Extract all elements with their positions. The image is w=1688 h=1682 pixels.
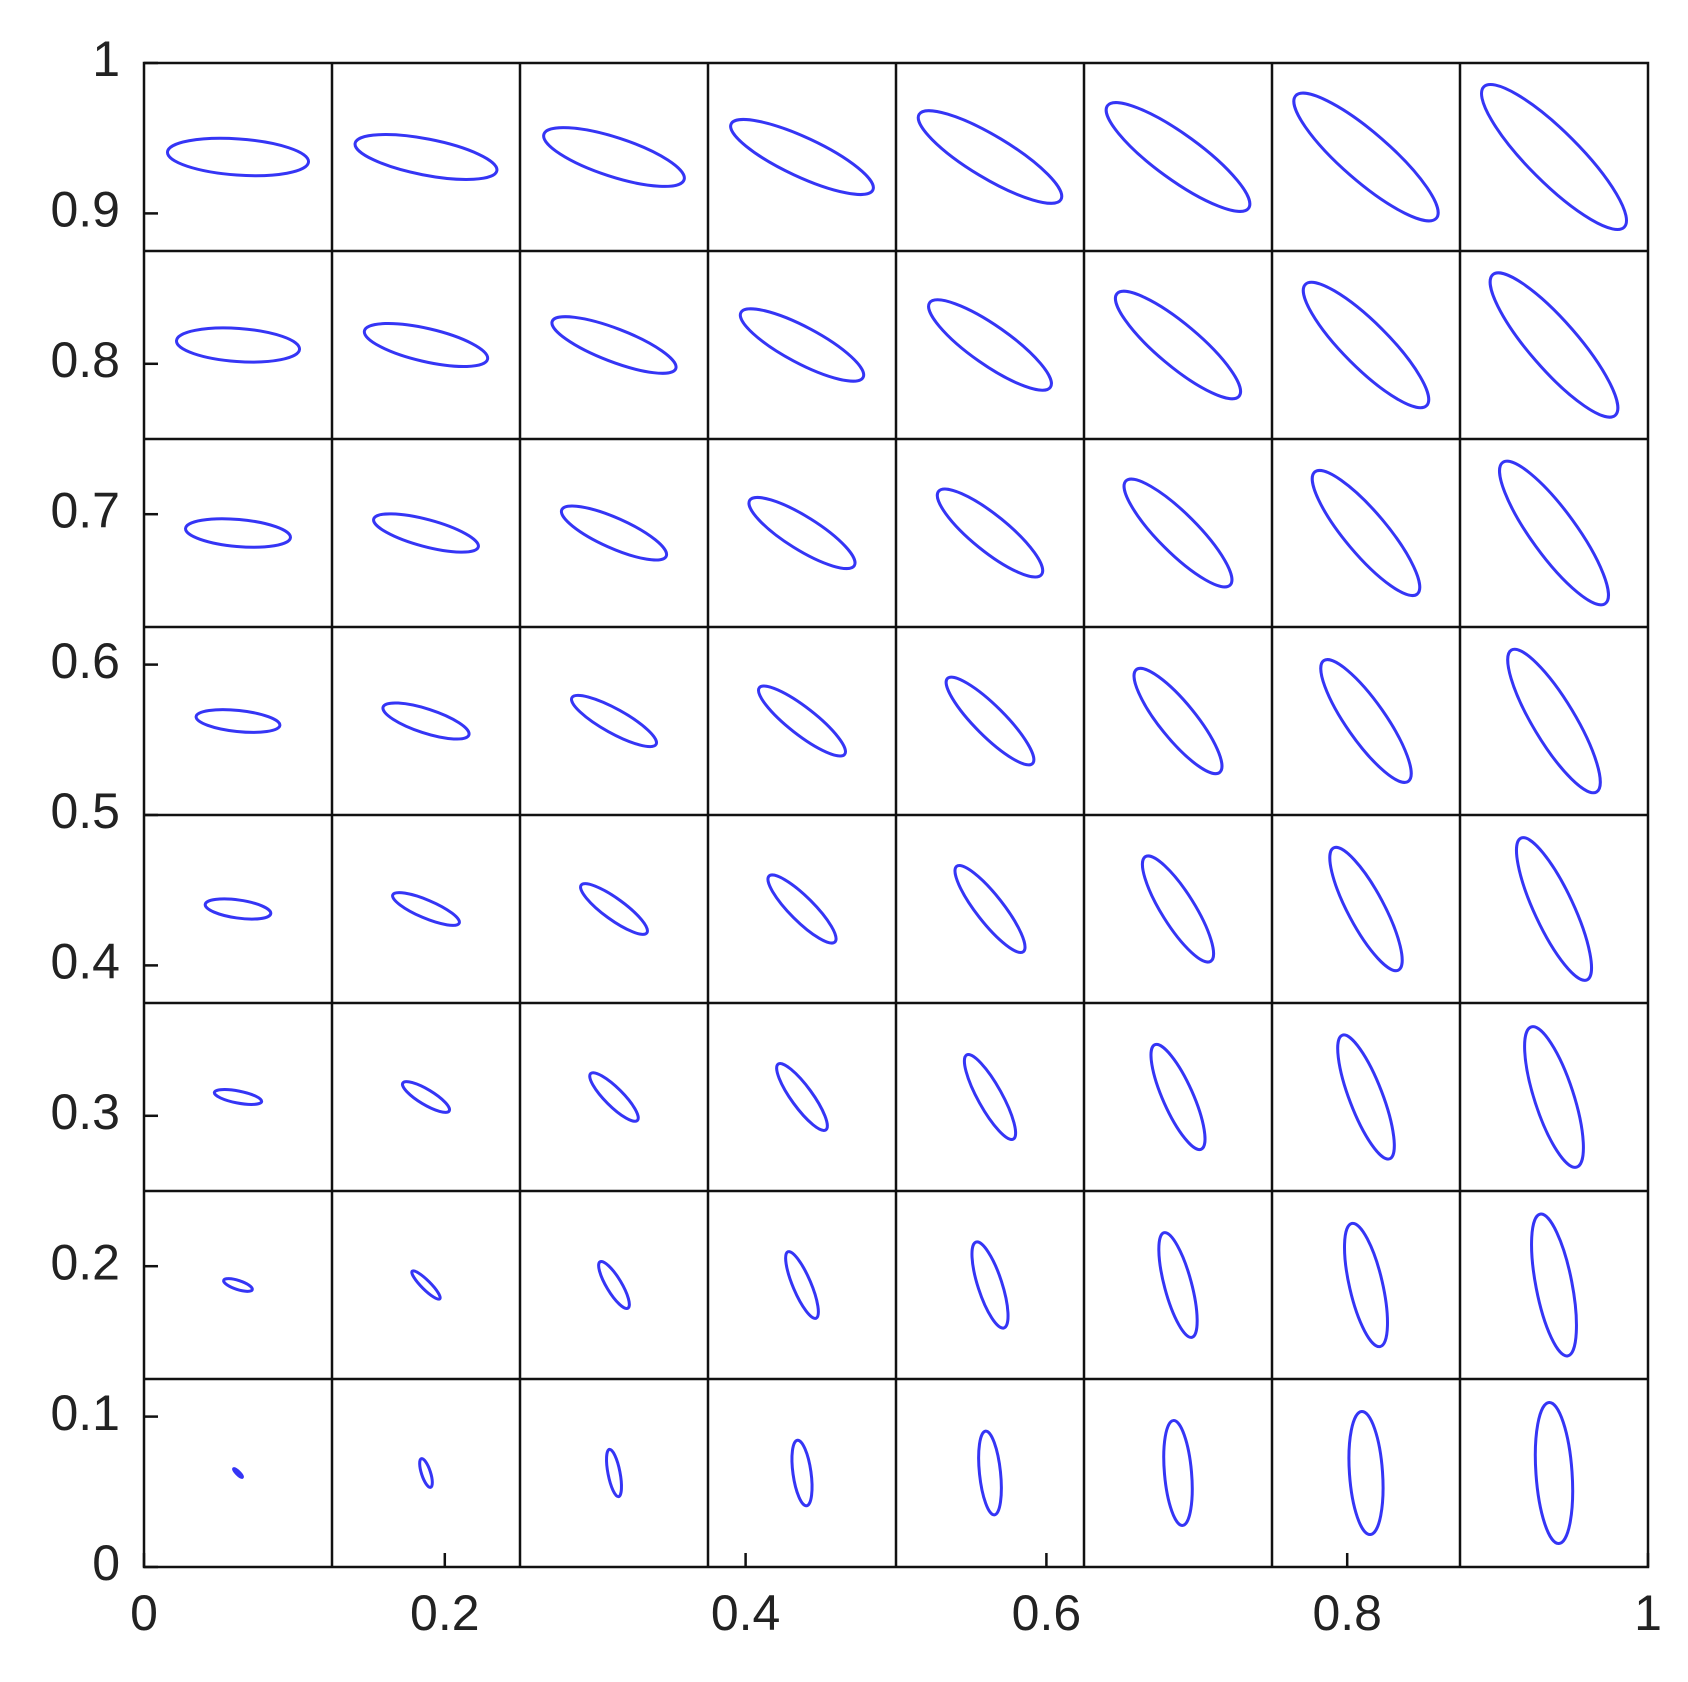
ellipse <box>1162 1419 1194 1527</box>
ellipse <box>970 1240 1010 1330</box>
ellipse <box>1506 647 1602 795</box>
ellipse <box>766 873 838 945</box>
ellipse <box>391 891 461 927</box>
ellipse <box>1113 289 1243 401</box>
ellipse <box>1132 666 1224 776</box>
ellipse <box>944 675 1036 767</box>
ellipse <box>953 864 1027 954</box>
ellipse <box>1122 477 1234 589</box>
y-tick-label: 0.1 <box>50 1385 120 1441</box>
ellipse <box>232 1467 244 1479</box>
ellipse <box>1498 459 1610 607</box>
y-tick-label: 1 <box>92 31 120 87</box>
ellipse <box>597 1259 631 1311</box>
y-tick-label: 0.2 <box>50 1234 120 1290</box>
ellipse <box>1488 271 1620 419</box>
ellipse <box>1319 658 1413 784</box>
ellipse <box>738 307 866 383</box>
ellipse <box>757 684 847 758</box>
ellipse <box>381 701 471 741</box>
ellipse <box>400 1080 452 1114</box>
ellipse <box>1140 854 1216 964</box>
ellipse <box>729 117 875 197</box>
ellipse <box>353 133 499 181</box>
ellipse <box>1157 1231 1199 1339</box>
x-tick-label: 0 <box>130 1585 158 1641</box>
ellipse <box>174 326 302 364</box>
y-tick-label: 0.7 <box>50 482 120 538</box>
ellipse <box>542 126 686 188</box>
ellipse <box>1328 845 1404 973</box>
x-tick-label: 0.8 <box>1312 1585 1382 1641</box>
y-tick-label: 0.3 <box>50 1084 120 1140</box>
ellipse <box>418 1457 434 1489</box>
ellipse <box>410 1269 442 1301</box>
ellipse <box>550 315 678 375</box>
ellipse <box>222 1277 254 1293</box>
ellipse <box>790 1438 814 1508</box>
ellipse <box>935 487 1045 579</box>
ellipse <box>194 708 282 734</box>
ellipse <box>1533 1400 1575 1546</box>
ellipse <box>784 1250 820 1320</box>
ellipse <box>962 1053 1018 1141</box>
ellipse <box>605 1447 623 1499</box>
ellipse <box>184 517 292 549</box>
ellipse <box>1104 101 1252 213</box>
y-tick-label: 0.6 <box>50 633 120 689</box>
ellipse <box>1480 83 1628 231</box>
ellipse <box>1523 1025 1585 1169</box>
ellipse <box>1310 468 1422 598</box>
ellipse <box>1347 1409 1385 1537</box>
ellipse <box>1292 91 1440 223</box>
ellipse <box>775 1062 829 1132</box>
ellipse <box>212 1088 264 1106</box>
ellipse <box>588 1071 640 1123</box>
x-tick-label: 0.4 <box>711 1585 781 1641</box>
x-tick-label: 1 <box>1634 1585 1662 1641</box>
ellipse <box>1301 280 1431 410</box>
ellipse <box>362 322 490 368</box>
ellipse <box>1149 1042 1207 1152</box>
ellipse <box>927 298 1053 392</box>
ellipse <box>1514 836 1594 982</box>
y-tick-label: 0.5 <box>50 783 120 839</box>
ellipse <box>747 495 857 571</box>
ellipse <box>165 136 311 178</box>
ellipse <box>559 504 669 562</box>
ellipse <box>977 1429 1003 1517</box>
ellipse <box>916 109 1064 205</box>
ellipse <box>372 512 480 554</box>
x-tick-label: 0.2 <box>410 1585 480 1641</box>
ellipse <box>1530 1212 1578 1358</box>
y-tick-label: 0.8 <box>50 332 120 388</box>
y-tick-label: 0.9 <box>50 182 120 238</box>
ellipse <box>203 897 273 921</box>
y-tick-label: 0 <box>92 1535 120 1591</box>
ellipse <box>1343 1221 1389 1349</box>
ellipse <box>579 882 649 936</box>
ellipse <box>570 693 658 749</box>
x-tick-label: 0.6 <box>1012 1585 1082 1641</box>
y-tick-label: 0.4 <box>50 934 120 990</box>
ellipse <box>1336 1033 1396 1161</box>
